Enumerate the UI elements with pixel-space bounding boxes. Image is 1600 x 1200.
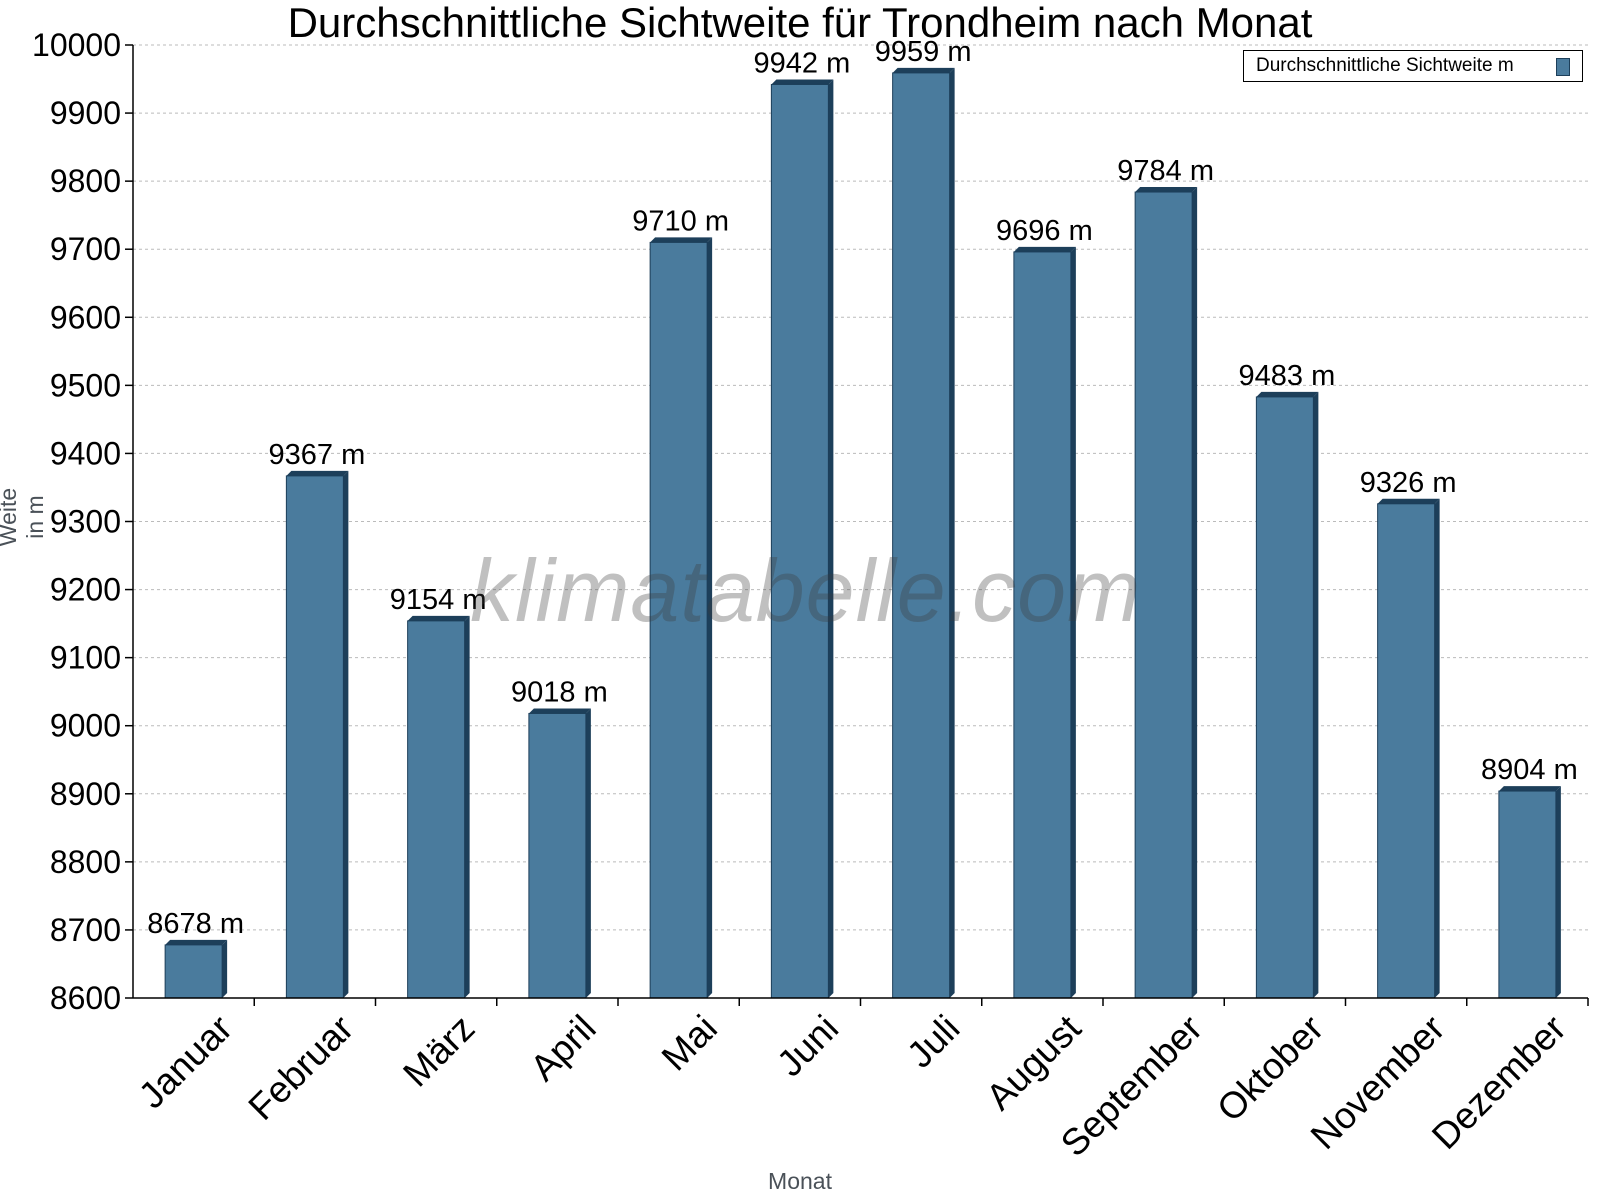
bar-top <box>1498 786 1561 792</box>
x-tick-label: Januar <box>131 1007 240 1116</box>
bar-top <box>286 470 349 476</box>
x-tick-label: Mai <box>654 1007 725 1078</box>
data-label: 9784 m <box>1117 155 1214 187</box>
data-label: 9326 m <box>1360 467 1457 499</box>
legend-swatch <box>1556 58 1570 76</box>
watermark: klimatabelle.com <box>470 541 1142 640</box>
bar <box>1498 790 1557 999</box>
y-tick-label: 9600 <box>50 299 121 335</box>
bar <box>528 712 587 999</box>
y-tick-label: 8800 <box>50 844 121 880</box>
bar <box>1013 251 1072 999</box>
legend-label: Durchschnittliche Sichtweite m <box>1256 55 1514 76</box>
bar <box>1377 503 1436 999</box>
bar-top <box>1377 498 1440 504</box>
data-label: 9018 m <box>511 676 608 708</box>
bars <box>164 67 1561 999</box>
legend: Durchschnittliche Sichtweite m <box>1243 50 1583 82</box>
bar <box>407 620 466 999</box>
y-tick-label: 9800 <box>50 163 121 199</box>
y-tick-label: 9500 <box>50 367 121 403</box>
bar <box>770 83 829 999</box>
bar-top <box>1013 246 1076 252</box>
bar-top <box>528 708 591 714</box>
y-tick-label: 9700 <box>50 231 121 267</box>
bar-side <box>1313 391 1319 998</box>
bar <box>1255 396 1314 999</box>
y-tick-label: 9300 <box>50 504 121 540</box>
bar-top <box>892 67 955 73</box>
y-tick-label: 9200 <box>50 572 121 608</box>
bar <box>892 72 951 999</box>
data-label: 9154 m <box>390 584 487 616</box>
x-tick-label: Oktober <box>1209 1007 1331 1129</box>
data-label: 9710 m <box>632 205 729 237</box>
x-tick-label: März <box>395 1007 482 1094</box>
bar-top <box>1135 187 1198 193</box>
y-tick-label: 9400 <box>50 435 121 471</box>
bar-side <box>1434 498 1440 998</box>
y-tick-label: 9000 <box>50 708 121 744</box>
y-tick-label: 8700 <box>50 912 121 948</box>
bar-side <box>949 67 955 998</box>
bar-side <box>1192 187 1198 998</box>
y-tick-label: 8900 <box>50 776 121 812</box>
bar-side <box>1070 246 1076 999</box>
y-axis-title: Weite in m <box>0 487 48 547</box>
bar-top <box>771 79 834 85</box>
y-tick-label: 9100 <box>50 640 121 676</box>
data-label: 9959 m <box>875 36 972 68</box>
data-label: 8678 m <box>147 908 244 940</box>
x-tick-label: Juli <box>899 1007 967 1075</box>
y-tick-label: 10000 <box>32 27 121 63</box>
bar-side <box>1555 786 1561 998</box>
data-label: 9483 m <box>1239 360 1336 392</box>
bar <box>1134 191 1193 999</box>
chart-title: Durchschnittliche Sichtweite für Trondhe… <box>287 0 1313 46</box>
data-labels: 8678 m 9367 m 9154 m 9018 m 9710 m 9942 m 9959… <box>147 36 1577 940</box>
bar <box>164 944 223 999</box>
y-tick-label: 8600 <box>50 980 121 1016</box>
bar-side <box>828 79 834 998</box>
bar <box>285 475 344 999</box>
x-tick-label: Dezember <box>1424 1007 1574 1157</box>
bar-side <box>222 939 228 998</box>
bar-top <box>165 939 228 945</box>
grid-lines <box>133 44 1588 999</box>
x-tick-label: Juni <box>769 1007 846 1084</box>
data-label: 9696 m <box>996 215 1093 247</box>
data-label: 8904 m <box>1481 754 1578 786</box>
data-label: 9942 m <box>754 47 851 79</box>
data-label: 9367 m <box>269 439 366 471</box>
x-tick-label: Februar <box>241 1007 362 1128</box>
bar-top <box>407 615 470 621</box>
bar-top <box>1256 391 1319 397</box>
bar <box>649 241 708 999</box>
x-axis-title: Monat <box>768 1168 832 1194</box>
bar-side <box>464 615 470 998</box>
x-tick-label: April <box>522 1007 603 1088</box>
y-tick-label: 9900 <box>50 95 121 131</box>
x-tick-label: August <box>978 1007 1089 1118</box>
bar-top <box>650 237 713 243</box>
bar-side <box>585 708 591 998</box>
bar-side <box>707 237 713 998</box>
bar-side <box>343 470 349 998</box>
